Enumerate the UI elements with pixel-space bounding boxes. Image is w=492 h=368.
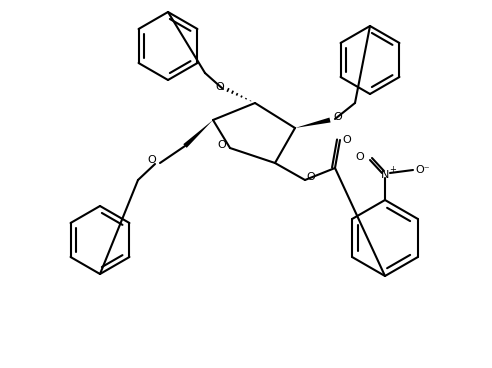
Text: O: O xyxy=(342,135,351,145)
Text: O: O xyxy=(307,172,315,182)
Text: O: O xyxy=(356,152,365,162)
Polygon shape xyxy=(295,117,331,128)
Text: N: N xyxy=(381,170,389,180)
Text: O: O xyxy=(148,155,156,165)
Text: O: O xyxy=(334,112,342,122)
Text: O⁻: O⁻ xyxy=(416,165,430,175)
Text: O: O xyxy=(215,82,224,92)
Polygon shape xyxy=(184,120,213,148)
Text: +: + xyxy=(390,166,397,174)
Text: O: O xyxy=(217,140,226,150)
